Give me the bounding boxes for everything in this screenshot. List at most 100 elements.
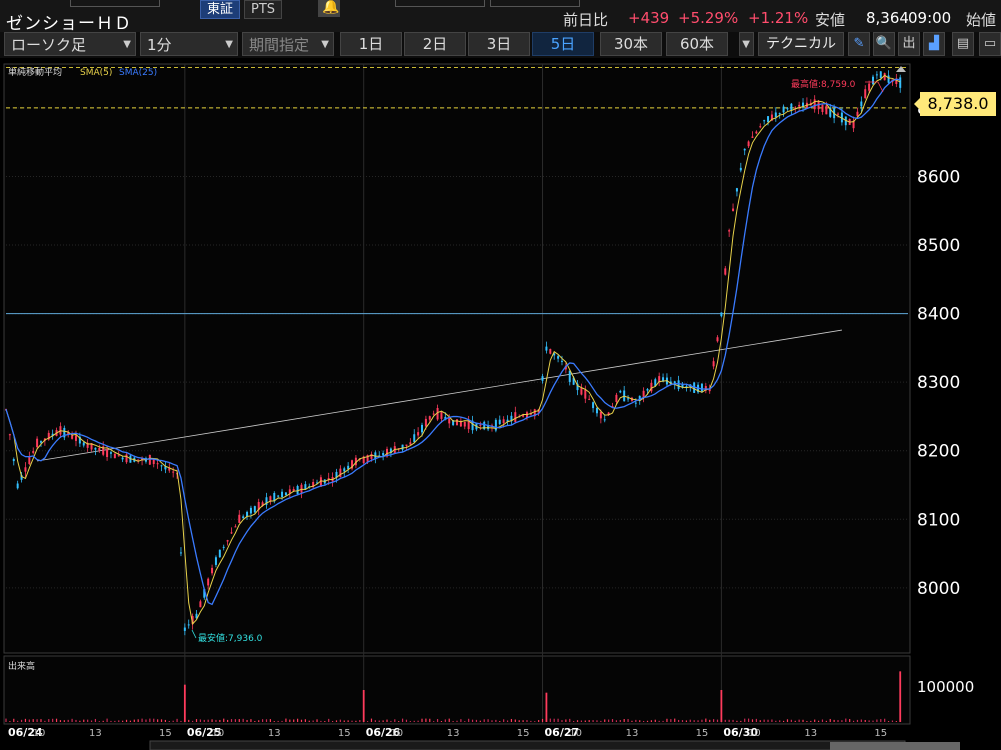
candle-body [257, 502, 260, 510]
candle-body [106, 449, 109, 458]
trendline[interactable] [37, 329, 842, 462]
sma-short-label: SMA(5) [80, 68, 112, 78]
alert-bell-icon[interactable]: 🔔 [318, 0, 340, 17]
candle-body [51, 433, 54, 437]
candle-body [895, 78, 898, 85]
scroll-up-icon[interactable] [896, 66, 906, 72]
indicator-label: 単純移動平均 [8, 66, 62, 78]
candle-body [588, 398, 591, 400]
candle-body [615, 394, 618, 402]
candle-body [203, 588, 206, 598]
candle-body [545, 346, 548, 351]
horizontal-lines [6, 66, 908, 315]
candle-body [292, 489, 295, 492]
candle-body [592, 402, 595, 409]
candle-body [230, 532, 233, 534]
zoom-icon[interactable]: 🔍 [873, 32, 895, 56]
candle-body [522, 415, 525, 417]
candle-body [281, 491, 284, 497]
candle-body [47, 432, 50, 440]
technical-button[interactable]: テクニカル [758, 32, 844, 56]
period-60bars-button[interactable]: 60本 [666, 32, 728, 56]
price-chart[interactable]: 80008100820083008400850086008700 06/2410… [0, 58, 1001, 750]
scrollbar-thumb[interactable] [830, 742, 960, 750]
candle-body [572, 377, 575, 385]
top-tab-stub[interactable] [395, 0, 485, 7]
exchange-tab-tse[interactable]: 東証 [200, 0, 241, 19]
candle-body [755, 131, 758, 134]
candle-body [782, 106, 785, 113]
candle-body [440, 412, 443, 419]
candle-body [763, 120, 766, 122]
candle-body [67, 432, 70, 436]
y-tick-label: 8300 [917, 373, 960, 393]
candle-body [498, 419, 501, 425]
candle-body [354, 457, 357, 466]
candle-body [619, 390, 622, 393]
period-2d-button[interactable]: 2日 [404, 32, 466, 56]
sma-long-label: SMA(25) [119, 68, 157, 78]
export-icon[interactable]: 出 [898, 32, 920, 56]
candle-body [125, 454, 128, 463]
interval-select[interactable]: 1分 ▼ [140, 32, 238, 56]
candle-body [770, 114, 773, 121]
chart-type-select[interactable]: ローソク足 ▼ [4, 32, 136, 56]
change-percent: +5.29% [678, 9, 739, 27]
candle-body [767, 116, 770, 123]
candle-body [366, 455, 369, 462]
x-tick-label: 13 [626, 728, 639, 739]
period-more-dropdown[interactable]: ▼ [739, 32, 754, 56]
pencil-icon[interactable]: ✎ [848, 32, 870, 56]
exchange-tab-pts[interactable]: PTS [244, 0, 283, 19]
period-30bars-button[interactable]: 30本 [600, 32, 662, 56]
candle-body [277, 495, 280, 497]
candle-body [658, 376, 661, 383]
candle-body [90, 443, 93, 450]
period-3d-button[interactable]: 3日 [468, 32, 530, 56]
y-tick-label: 8500 [917, 236, 960, 256]
candle-body [840, 112, 843, 123]
period-5d-button[interactable]: 5日 [532, 32, 594, 56]
top-tab-stub[interactable] [490, 0, 580, 7]
candle-body [168, 467, 171, 471]
candle-body [732, 208, 735, 211]
candle-body [214, 557, 217, 565]
volume-bars [5, 671, 902, 722]
candle-body [662, 377, 665, 382]
vertical-grid [184, 64, 722, 724]
candle-body [459, 420, 462, 427]
candle-body [339, 468, 342, 478]
x-tick-label: 10 [390, 728, 403, 739]
candle-body [774, 112, 777, 118]
candle-body [584, 389, 587, 399]
candle-body [273, 493, 276, 502]
candle-body [319, 477, 322, 487]
top-tab-stub[interactable] [70, 0, 160, 7]
candle-body [821, 104, 824, 113]
area-chart-icon[interactable]: ▟ [923, 32, 945, 56]
change-label: 前日比 [563, 11, 609, 29]
main-plot-area [3, 63, 911, 654]
candle-body [218, 549, 221, 558]
save-icon[interactable]: ▤ [952, 32, 974, 56]
candle-body [362, 456, 365, 464]
candle-body [448, 418, 451, 424]
window-icon[interactable]: ▭ [979, 32, 1001, 56]
candle-body [296, 485, 299, 495]
candle-body [16, 483, 19, 489]
candle-body [654, 379, 657, 386]
x-tick-label: 10 [33, 728, 46, 739]
candle-body [642, 390, 645, 397]
candle-body [720, 312, 723, 317]
candle-body [405, 444, 408, 446]
candle-body [786, 108, 789, 110]
candle-body [685, 386, 688, 388]
horizontal-scrollbar[interactable] [149, 740, 906, 750]
period-1d-button[interactable]: 1日 [340, 32, 402, 56]
candle-body [71, 435, 74, 439]
candle-body [436, 407, 439, 420]
range-select[interactable]: 期間指定 ▼ [242, 32, 334, 56]
x-tick-label: 15 [696, 728, 709, 739]
candle-body [226, 540, 229, 542]
candle-body [249, 507, 252, 514]
